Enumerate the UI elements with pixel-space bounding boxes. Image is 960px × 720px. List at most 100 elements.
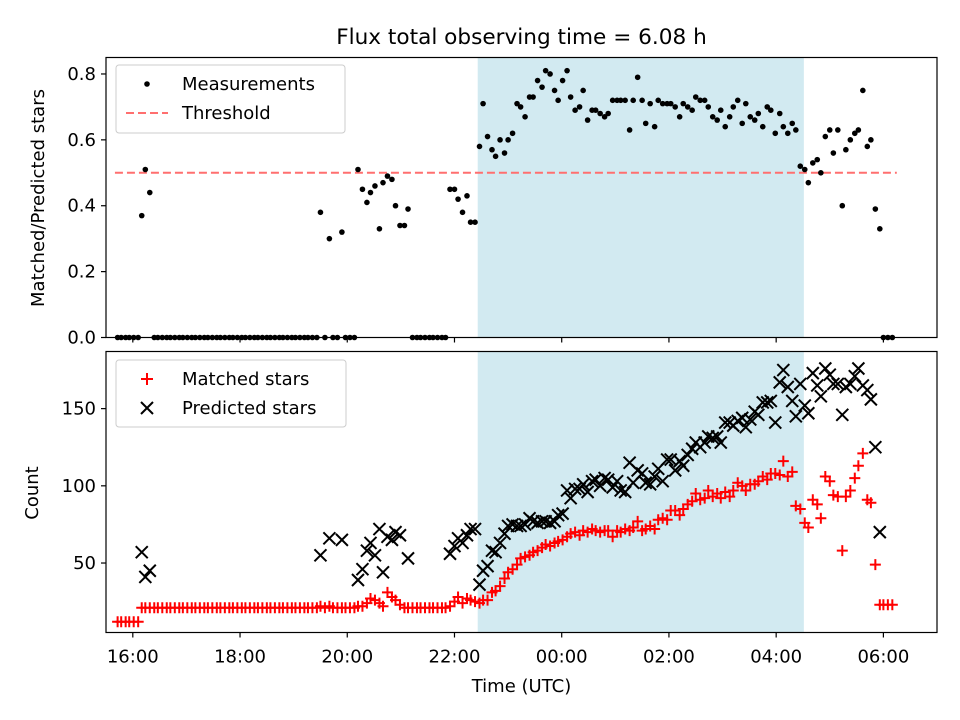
matched-star-point bbox=[869, 559, 881, 571]
measurement-point bbox=[401, 222, 408, 229]
predicted-star-point bbox=[697, 435, 712, 450]
predicted-star-point bbox=[638, 476, 653, 490]
measurement-point bbox=[667, 100, 674, 107]
predicted-star-point bbox=[776, 363, 791, 377]
matched-star-point bbox=[649, 523, 661, 535]
measurement-point bbox=[534, 77, 541, 84]
measurement-point bbox=[359, 186, 366, 193]
predicted-star-point bbox=[680, 448, 695, 462]
measurement-point bbox=[559, 77, 566, 84]
measurement-point bbox=[784, 130, 791, 137]
matched-star-point bbox=[702, 484, 714, 496]
measurement-point bbox=[367, 189, 374, 196]
matched-star-point bbox=[761, 474, 773, 486]
count-y-tick-label: 100 bbox=[62, 476, 96, 497]
predicted-star-point bbox=[835, 408, 849, 422]
matched-star-point bbox=[632, 515, 644, 527]
predicted-star-point bbox=[460, 528, 474, 542]
matched-star-point bbox=[132, 616, 144, 628]
matched-star-point bbox=[690, 488, 702, 500]
measurement-point bbox=[692, 94, 699, 100]
measurement-point bbox=[555, 97, 561, 104]
measurement-point bbox=[564, 67, 570, 74]
matched-star-point bbox=[849, 472, 861, 484]
predicted-star-point bbox=[860, 383, 875, 397]
measurement-point bbox=[709, 113, 716, 120]
matched-star-point bbox=[777, 455, 789, 467]
measurement-point bbox=[484, 133, 491, 140]
predicted-star-point bbox=[138, 570, 153, 584]
count-y-tick-label: 50 bbox=[73, 553, 96, 574]
observing-window-shade-top bbox=[477, 57, 804, 338]
predicted-star-point bbox=[518, 517, 532, 532]
matched-star-point bbox=[494, 580, 506, 592]
measurement-point bbox=[676, 113, 683, 120]
predicted-star-point bbox=[781, 380, 795, 394]
measurement-point bbox=[405, 206, 411, 212]
x-tick-label: 02:00 bbox=[643, 647, 695, 668]
predicted-star-point bbox=[810, 378, 824, 393]
measurement-point bbox=[339, 229, 345, 235]
predicted-star-point bbox=[447, 539, 462, 553]
matched-star-point bbox=[699, 492, 711, 504]
predicted-star-point bbox=[710, 429, 724, 444]
x-tick-label: 18:00 bbox=[214, 647, 266, 668]
predicted-star-point bbox=[505, 517, 520, 532]
predicted-star-point bbox=[385, 533, 399, 547]
measurement-point bbox=[776, 110, 783, 117]
measurement-point bbox=[805, 179, 812, 186]
predicted-star-point bbox=[643, 477, 657, 491]
measurement-point bbox=[755, 110, 762, 117]
measurement-point bbox=[597, 110, 603, 117]
predicted-star-point bbox=[801, 406, 816, 420]
count-panel-frame bbox=[105, 350, 938, 634]
matched-star-point bbox=[724, 491, 736, 503]
measurement-point bbox=[705, 104, 712, 110]
x-axis-label: Time (UTC) bbox=[471, 676, 572, 697]
predicted-star-point bbox=[851, 361, 866, 376]
measurement-point bbox=[751, 117, 758, 123]
measurement-point bbox=[138, 212, 145, 219]
measurement-point bbox=[551, 87, 558, 94]
predicted-star-point bbox=[814, 389, 828, 403]
predicted-star-point bbox=[806, 366, 820, 380]
measurement-point bbox=[389, 176, 395, 183]
measurement-point bbox=[717, 107, 724, 114]
measurement-point bbox=[772, 130, 779, 137]
x-tick-label: 00:00 bbox=[536, 647, 588, 668]
measurement-point bbox=[726, 113, 733, 120]
measurement-point bbox=[855, 127, 862, 133]
predicted-star-point bbox=[868, 440, 883, 454]
measurement-point bbox=[601, 113, 608, 120]
chart-title: Flux total observing time = 6.08 h bbox=[336, 25, 707, 50]
predicted-star-point bbox=[655, 474, 670, 488]
measurement-point bbox=[622, 97, 628, 104]
predicted-star-point bbox=[360, 543, 374, 558]
predicted-star-point bbox=[735, 411, 749, 425]
measurement-point bbox=[634, 74, 641, 81]
count-y-axis-label: Count bbox=[22, 466, 43, 519]
matched-star-point bbox=[802, 522, 814, 534]
ratio-y-tick-label: 0.4 bbox=[67, 196, 96, 217]
predicted-star-point bbox=[355, 562, 370, 576]
matched-star-point bbox=[886, 599, 898, 611]
measurement-point bbox=[747, 113, 754, 120]
measurements-legend-marker bbox=[144, 81, 150, 87]
measurement-point bbox=[839, 202, 846, 209]
ratio-y-tick-label: 0.2 bbox=[67, 262, 96, 283]
matched-legend-marker bbox=[141, 373, 153, 385]
matched-star-point bbox=[452, 591, 464, 603]
measurement-point bbox=[567, 94, 574, 100]
threshold-legend-label: Threshold bbox=[181, 103, 271, 124]
matched-star-point bbox=[824, 475, 836, 487]
matched-legend-label: Matched stars bbox=[182, 369, 309, 390]
predicted-star-point bbox=[610, 474, 624, 488]
predicted-star-point bbox=[613, 483, 628, 498]
predicted-star-point bbox=[535, 514, 549, 529]
matched-star-point bbox=[727, 484, 739, 496]
measurement-point bbox=[376, 225, 383, 232]
predicted-star-point bbox=[760, 395, 774, 410]
measurement-point bbox=[793, 127, 799, 133]
measurement-point bbox=[651, 123, 658, 130]
predicted-star-point bbox=[676, 459, 690, 473]
